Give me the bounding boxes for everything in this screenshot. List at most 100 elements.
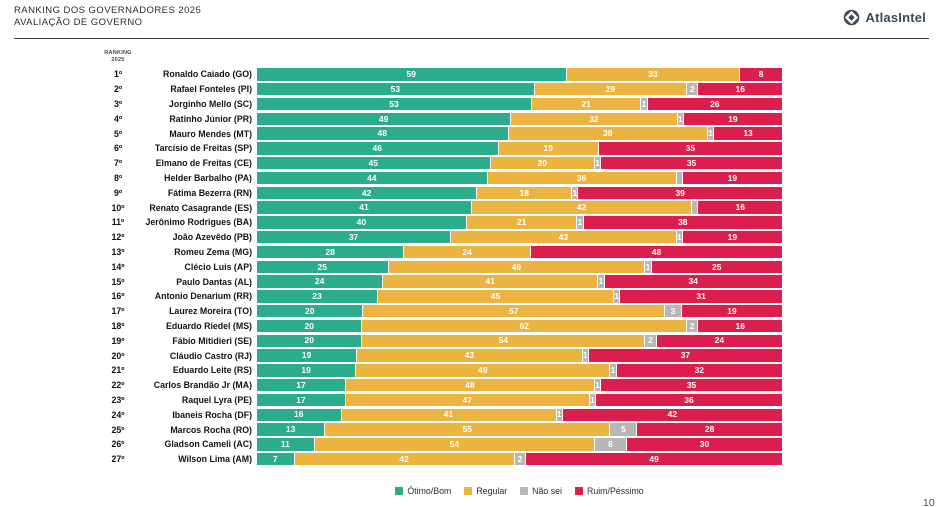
segment-nao-sei: 1 bbox=[610, 364, 616, 377]
legend-swatch-ruim-pessimo bbox=[574, 487, 583, 495]
segment-ruim-pessimo: 16 bbox=[698, 319, 782, 333]
governor-name: Romeu Zema (MG) bbox=[174, 246, 252, 257]
segment-value-label: 42 bbox=[576, 202, 587, 213]
segment-value-label: 17 bbox=[296, 379, 306, 390]
rank-label: 3º bbox=[113, 98, 123, 109]
segment-nao-sei: 2 bbox=[645, 334, 656, 347]
segment-value-label: 28 bbox=[704, 424, 715, 435]
segment-value-label: 2 bbox=[689, 320, 695, 331]
segment-otimo-bom: 20 bbox=[257, 319, 362, 333]
segment-value-label: 48 bbox=[651, 246, 662, 257]
segment-value-label: 36 bbox=[684, 394, 694, 405]
brand-name: AtlasIntel bbox=[865, 10, 926, 25]
stacked-bar: 19 49 1 32 bbox=[257, 364, 783, 377]
governor-name: Eduardo Riedel (MS) bbox=[165, 320, 252, 331]
segment-otimo-bom: 59 bbox=[257, 68, 566, 81]
segment-value-label: 20 bbox=[537, 157, 547, 168]
rank-label: 11º bbox=[111, 217, 125, 228]
segment-value-label: 13 bbox=[743, 128, 753, 139]
segment-ruim-pessimo: 35 bbox=[601, 378, 782, 392]
segment-nao-sei: 1 bbox=[676, 230, 682, 244]
segment-regular: 19 bbox=[498, 142, 598, 155]
governor-name: Fátima Bezerra (RN) bbox=[167, 187, 252, 198]
segment-nao-sei: 5 bbox=[610, 423, 637, 436]
segment-value-label: 33 bbox=[648, 69, 658, 80]
table-row: 1º Ronaldo Caiado (GO) 59 33 8 bbox=[14, 67, 782, 82]
segment-ruim-pessimo: 19 bbox=[683, 112, 783, 125]
table-row: 9º Fátima Bezerra (RN) 42 18 1 39 bbox=[14, 185, 782, 200]
segment-otimo-bom: 20 bbox=[257, 334, 362, 347]
segment-value-label: 25 bbox=[317, 261, 327, 272]
stacked-bar: 42 18 1 39 bbox=[257, 186, 782, 199]
table-row: 4º Ratinho Júnior (PR) 49 32 1 19 bbox=[14, 111, 783, 126]
rank-label: 5º bbox=[113, 128, 123, 139]
segment-regular: 41 bbox=[383, 275, 598, 288]
legend-item-nao-sei: Não sei bbox=[520, 486, 562, 496]
page-title-block: RANKING DOS GOVERNADORES 2025 AVALIAÇÃO … bbox=[14, 5, 201, 29]
legend-swatch-otimo-bom bbox=[395, 487, 404, 495]
legend-item-otimo-bom: Ótimo/Bom bbox=[395, 486, 451, 496]
segment-nao-sei: 1 bbox=[589, 393, 595, 407]
ranking-column-header-line2: 2025 bbox=[111, 56, 125, 63]
rank-label: 13º bbox=[111, 246, 125, 257]
segment-value-label: 45 bbox=[368, 157, 379, 168]
stacked-bar: 20 54 2 24 bbox=[257, 334, 782, 347]
stacked-bar: 11 54 6 30 bbox=[257, 438, 782, 451]
governor-name: Carlos Brandão Jr (MA) bbox=[153, 380, 252, 391]
table-row: 13º Romeu Zema (MG) 28 24 48 bbox=[14, 245, 782, 260]
governor-name: Ibaneis Rocha (DF) bbox=[172, 409, 252, 420]
segment-value-label: 42 bbox=[361, 187, 372, 198]
stacked-bar: 13 55 5 28 bbox=[257, 423, 782, 436]
segment-value-label: 31 bbox=[696, 291, 706, 302]
table-row: 5º Mauro Mendes (MT) 48 38 1 13 bbox=[14, 126, 782, 141]
rank-label: 17º bbox=[111, 306, 125, 317]
segment-ruim-pessimo: 35 bbox=[598, 142, 782, 155]
segment-regular: 47 bbox=[345, 393, 589, 407]
segment-regular: 57 bbox=[363, 304, 664, 318]
segment-value-label: 48 bbox=[377, 128, 388, 139]
segment-value-label: 16 bbox=[735, 320, 745, 331]
segment-value-label: 24 bbox=[714, 335, 725, 346]
segment-value-label: 24 bbox=[314, 276, 325, 287]
segment-nao-sei: 1 bbox=[707, 127, 714, 140]
segment-otimo-bom: 24 bbox=[257, 275, 383, 288]
rank-label: 10º bbox=[111, 202, 125, 213]
rank-label: 2º bbox=[113, 84, 123, 95]
segment-ruim-pessimo: 8 bbox=[740, 68, 782, 81]
segment-otimo-bom: 42 bbox=[257, 186, 477, 199]
segment-ruim-pessimo: 13 bbox=[714, 127, 782, 140]
segment-otimo-bom: 45 bbox=[257, 156, 490, 170]
rank-label: 22º bbox=[111, 380, 125, 391]
stacked-bar: 20 62 2 16 bbox=[257, 319, 782, 333]
segment-regular: 42 bbox=[294, 452, 514, 466]
ranking-column-header: RANKING 2025 bbox=[96, 50, 140, 63]
stacked-bar: 25 49 1 25 bbox=[257, 260, 782, 273]
stacked-bar: 23 45 1 31 bbox=[257, 290, 782, 303]
table-row: 11º Jerônimo Rodrigues (BA) 40 21 1 38 bbox=[14, 215, 782, 230]
rank-label: 14º bbox=[111, 261, 125, 272]
segment-regular: 42 bbox=[472, 201, 692, 214]
segment-value-label: 42 bbox=[399, 453, 409, 464]
governor-name: Elmano de Freitas (CE) bbox=[155, 158, 252, 169]
stacked-bar: 17 47 1 36 bbox=[257, 393, 782, 407]
governor-name: Tarcísio de Freitas (SP) bbox=[154, 143, 252, 154]
segment-value-label: 16 bbox=[735, 202, 745, 213]
segment-value-label: 41 bbox=[359, 202, 369, 213]
segment-otimo-bom: 48 bbox=[257, 127, 508, 140]
segment-value-label: 2 bbox=[689, 83, 695, 94]
table-row: 19º Fábio Mitidieri (SE) 20 54 2 24 bbox=[14, 333, 782, 348]
table-row: 17º Laurez Moreira (TO) 20 57 3 19 bbox=[14, 304, 782, 319]
rank-label: 23º bbox=[111, 394, 125, 405]
segment-regular: 36 bbox=[487, 171, 676, 185]
segment-nao-sei: 2 bbox=[687, 319, 698, 333]
segment-regular: 54 bbox=[314, 438, 594, 451]
segment-value-label: 46 bbox=[372, 143, 383, 154]
segment-regular: 49 bbox=[388, 260, 645, 273]
segment-value-label: 37 bbox=[680, 350, 691, 361]
rank-label: 18º bbox=[111, 320, 125, 331]
segment-regular: 18 bbox=[477, 186, 572, 199]
segment-regular: 45 bbox=[378, 290, 613, 303]
segment-ruim-pessimo: 28 bbox=[637, 423, 782, 436]
rank-label: 26º bbox=[111, 439, 125, 450]
